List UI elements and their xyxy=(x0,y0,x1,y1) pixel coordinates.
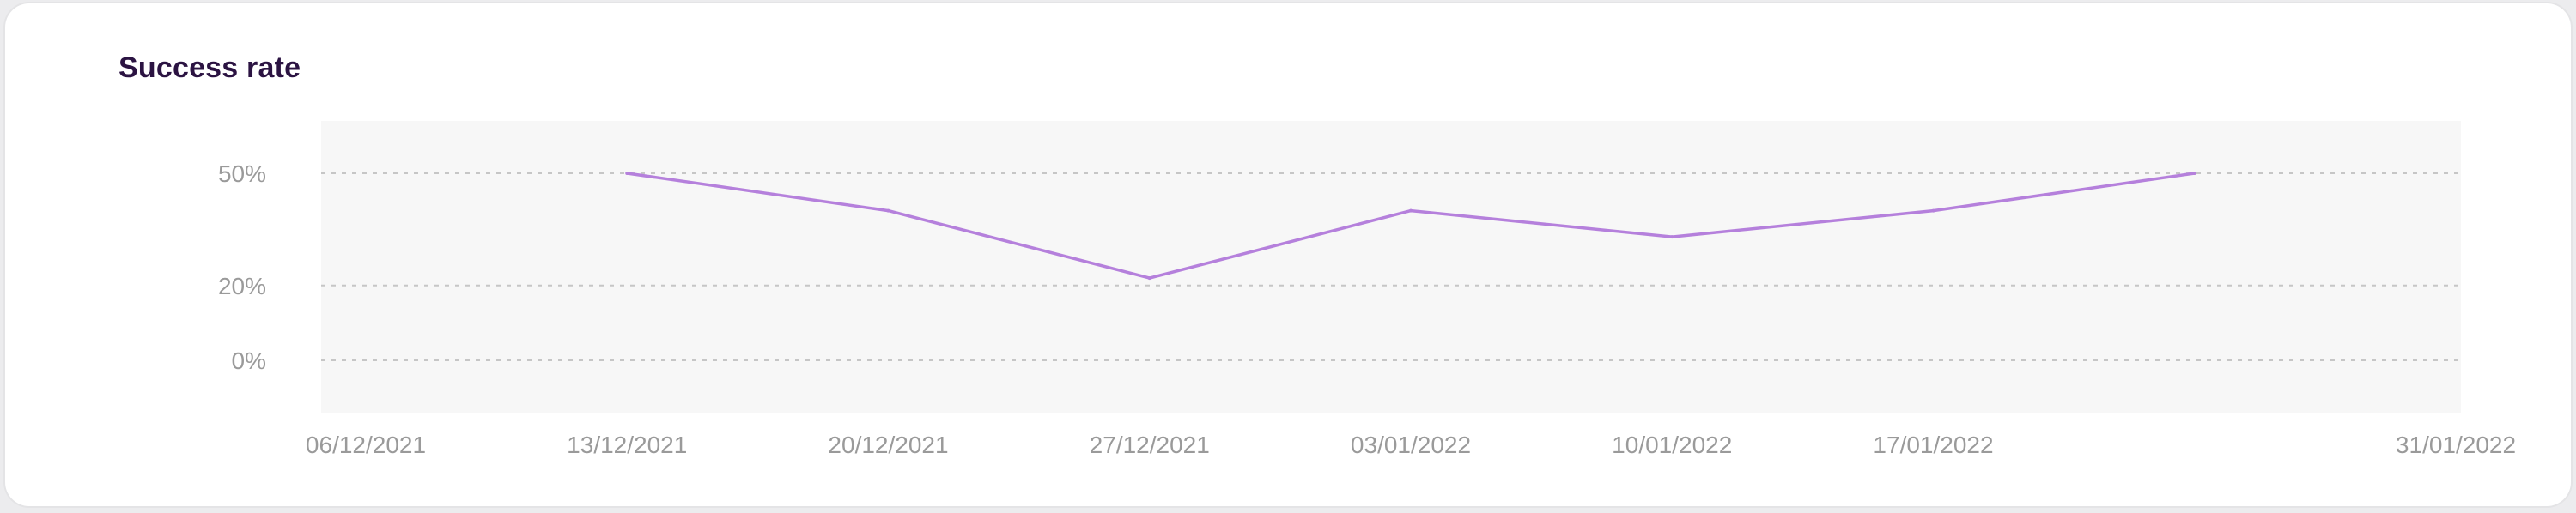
data-point[interactable] xyxy=(2192,172,2196,176)
x-tick-label: 06/12/2021 xyxy=(306,432,426,458)
data-point[interactable] xyxy=(1147,276,1151,281)
data-point[interactable] xyxy=(1931,208,1935,213)
data-point[interactable] xyxy=(625,172,629,176)
data-point[interactable] xyxy=(886,208,890,213)
data-point[interactable] xyxy=(1670,235,1674,239)
plot-area xyxy=(321,121,2461,413)
x-tick-label: 27/12/2021 xyxy=(1090,432,1210,458)
data-point[interactable] xyxy=(1409,208,1413,213)
gridlines xyxy=(321,172,2461,361)
x-tick-label: 31/01/2022 xyxy=(2396,432,2516,458)
y-tick-label: 50% xyxy=(218,160,266,187)
card-title: Success rate xyxy=(118,51,301,84)
x-axis-ticks: 06/12/2021 13/12/2021 20/12/2021 27/12/2021… xyxy=(306,432,2516,458)
x-tick-label: 03/01/2022 xyxy=(1351,432,1471,458)
y-tick-label: 20% xyxy=(218,273,266,299)
x-tick-label: 20/12/2021 xyxy=(828,432,948,458)
y-axis-ticks: 0% 20% 50% xyxy=(218,160,266,374)
x-tick-label: 13/12/2021 xyxy=(567,432,687,458)
x-tick-label: 10/01/2022 xyxy=(1612,432,1732,458)
x-tick-label: 17/01/2022 xyxy=(1873,432,1993,458)
series-layer xyxy=(625,172,2196,281)
y-tick-label: 0% xyxy=(232,347,266,374)
